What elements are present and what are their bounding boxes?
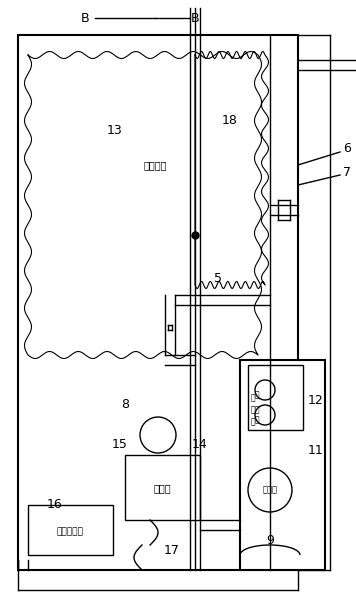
Text: 电子流量计: 电子流量计 bbox=[57, 528, 83, 537]
Text: B: B bbox=[81, 11, 89, 25]
Text: 8: 8 bbox=[121, 398, 129, 412]
Bar bbox=[18, 35, 298, 570]
Bar bbox=[125, 455, 200, 520]
Text: 7: 7 bbox=[343, 165, 351, 179]
Text: 量: 量 bbox=[251, 406, 255, 415]
Text: 18: 18 bbox=[222, 113, 238, 126]
Bar bbox=[248, 365, 303, 430]
Text: 流: 流 bbox=[251, 394, 255, 403]
Text: B: B bbox=[191, 11, 199, 25]
Bar bbox=[240, 360, 325, 570]
Text: 12: 12 bbox=[308, 394, 324, 407]
Text: 16: 16 bbox=[47, 498, 63, 512]
Text: 5: 5 bbox=[214, 271, 222, 285]
Text: 压力表: 压力表 bbox=[262, 486, 277, 495]
Text: 真空气囊: 真空气囊 bbox=[143, 160, 167, 170]
Text: 13: 13 bbox=[107, 123, 123, 137]
Text: 11: 11 bbox=[308, 443, 324, 456]
Text: 6: 6 bbox=[343, 141, 351, 155]
Text: 恒流阀: 恒流阀 bbox=[153, 483, 171, 493]
Bar bbox=[28, 505, 113, 555]
Text: 计: 计 bbox=[251, 418, 255, 426]
Text: 14: 14 bbox=[192, 438, 208, 452]
Text: 9: 9 bbox=[266, 534, 274, 546]
Text: 17: 17 bbox=[164, 543, 180, 556]
Text: 流: 流 bbox=[255, 391, 259, 400]
Text: 量: 量 bbox=[255, 406, 259, 415]
Text: 15: 15 bbox=[112, 438, 128, 452]
Text: 计: 计 bbox=[255, 416, 259, 425]
